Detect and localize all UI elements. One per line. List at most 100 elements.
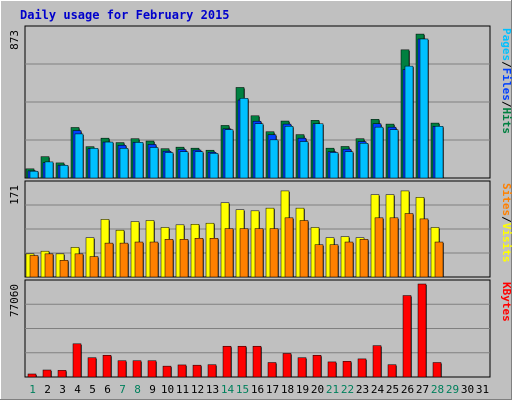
bar-kbytes-day-5 xyxy=(87,357,97,378)
ymax-label: 873 xyxy=(8,30,21,50)
bar-sites-day-22 xyxy=(344,241,354,278)
day-label-28: 28 xyxy=(431,383,444,396)
bar-sites-day-4 xyxy=(74,253,84,278)
bar-kbytes-day-23 xyxy=(357,358,367,378)
day-label-25: 25 xyxy=(386,383,399,396)
day-label-2: 2 xyxy=(44,383,51,396)
bar-kbytes-day-2 xyxy=(42,369,52,378)
day-label-5: 5 xyxy=(89,383,96,396)
day-label-10: 10 xyxy=(161,383,174,396)
bar-sites-day-11 xyxy=(179,239,189,278)
bar-kbytes-day-19 xyxy=(297,357,307,378)
bar-kbytes-day-3 xyxy=(57,370,67,378)
bar-pages-day-18 xyxy=(284,126,294,179)
day-label-8: 8 xyxy=(134,383,141,396)
bar-sites-day-26 xyxy=(404,213,414,278)
bar-pages-day-5 xyxy=(89,148,99,179)
bar-kbytes-day-12 xyxy=(192,364,202,378)
day-label-11: 11 xyxy=(176,383,189,396)
bar-pages-day-12 xyxy=(194,151,204,179)
bar-kbytes-day-28 xyxy=(432,362,442,378)
bar-kbytes-day-4 xyxy=(72,343,82,378)
bar-sites-day-24 xyxy=(374,217,384,278)
bar-kbytes-day-25 xyxy=(387,364,397,378)
bar-sites-day-21 xyxy=(329,244,339,278)
bar-kbytes-day-13 xyxy=(207,364,217,378)
bar-kbytes-day-24 xyxy=(372,345,382,378)
bar-pages-day-24 xyxy=(374,126,384,179)
day-label-6: 6 xyxy=(104,383,111,396)
bar-pages-day-14 xyxy=(224,129,234,179)
bar-pages-day-23 xyxy=(359,142,369,179)
bar-kbytes-day-6 xyxy=(102,355,112,378)
bar-kbytes-day-26 xyxy=(402,295,412,378)
bar-sites-day-7 xyxy=(119,242,129,278)
bar-pages-day-7 xyxy=(119,148,129,179)
bar-sites-day-19 xyxy=(299,220,309,278)
bar-pages-day-3 xyxy=(59,165,69,179)
bar-pages-day-22 xyxy=(344,151,354,179)
bar-kbytes-day-9 xyxy=(147,360,157,378)
day-label-19: 19 xyxy=(296,383,309,396)
day-label-21: 21 xyxy=(326,383,339,396)
bar-sites-day-28 xyxy=(434,241,444,278)
panel-legend: KBytes xyxy=(500,282,512,322)
day-label-16: 16 xyxy=(251,383,264,396)
bar-sites-day-14 xyxy=(224,228,234,278)
bar-sites-day-17 xyxy=(269,228,279,278)
day-label-17: 17 xyxy=(266,383,279,396)
day-label-7: 7 xyxy=(119,383,126,396)
legend-separator: / xyxy=(500,61,512,68)
bar-sites-day-15 xyxy=(239,228,249,278)
bar-pages-day-9 xyxy=(149,147,159,179)
day-label-31: 31 xyxy=(476,383,489,396)
panel-legend: Sites/Visits xyxy=(500,183,512,263)
day-label-3: 3 xyxy=(59,383,66,396)
day-label-4: 4 xyxy=(74,383,81,396)
bar-pages-day-20 xyxy=(314,123,324,179)
bar-kbytes-day-20 xyxy=(312,355,322,378)
bar-kbytes-day-11 xyxy=(177,364,187,378)
bar-pages-day-25 xyxy=(389,129,399,179)
day-label-13: 13 xyxy=(206,383,219,396)
legend-files: Files xyxy=(500,68,512,101)
bar-pages-day-28 xyxy=(434,126,444,179)
bar-sites-day-23 xyxy=(359,239,369,278)
bar-sites-day-6 xyxy=(104,242,114,278)
bar-kbytes-day-16 xyxy=(252,345,262,378)
day-label-12: 12 xyxy=(191,383,204,396)
bar-pages-day-11 xyxy=(179,151,189,179)
bar-kbytes-day-14 xyxy=(222,345,232,378)
bar-kbytes-day-10 xyxy=(162,365,172,378)
day-label-27: 27 xyxy=(416,383,429,396)
bar-sites-day-27 xyxy=(419,218,429,278)
ymax-label: 171 xyxy=(8,185,21,205)
bar-pages-day-6 xyxy=(104,141,114,179)
panel-visits-sites: 171 Sites/Visits xyxy=(8,180,512,278)
bar-kbytes-day-21 xyxy=(327,361,337,378)
legend-separator: / xyxy=(500,101,512,108)
bar-pages-day-4 xyxy=(74,133,84,179)
bar-pages-day-1 xyxy=(29,170,39,179)
bar-pages-day-17 xyxy=(269,139,279,179)
bar-sites-day-16 xyxy=(254,228,264,278)
bar-sites-day-25 xyxy=(389,217,399,278)
day-label-22: 22 xyxy=(341,383,354,396)
day-label-30: 30 xyxy=(461,383,474,396)
bar-pages-day-15 xyxy=(239,98,249,179)
chart-title: Daily usage for February 2015 xyxy=(20,8,230,22)
day-axis-labels: 1 2 3 4 5 6 7 8 9 10 11 12 13 14 15 16 17 18 19 20 21 22 23 24 2… xyxy=(29,383,489,396)
bar-kbytes-day-8 xyxy=(132,360,142,378)
bar-sites-day-12 xyxy=(194,238,204,278)
day-label-15: 15 xyxy=(236,383,249,396)
legend-pages: Pages xyxy=(500,28,512,61)
bar-pages-day-10 xyxy=(164,152,174,179)
day-label-26: 26 xyxy=(401,383,414,396)
bar-pages-day-26 xyxy=(404,65,414,179)
bar-kbytes-day-22 xyxy=(342,361,352,378)
bar-kbytes-day-27 xyxy=(417,283,427,378)
bar-sites-day-18 xyxy=(284,217,294,278)
